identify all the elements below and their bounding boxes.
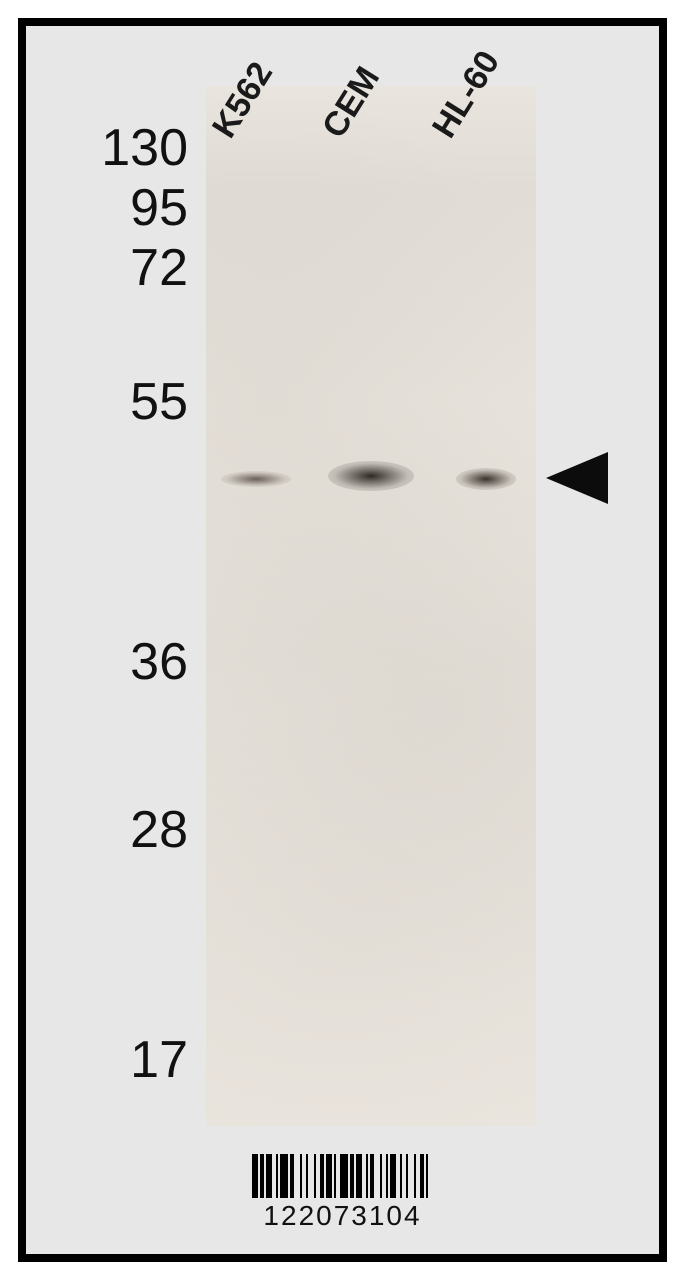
barcode-block: 122073104	[252, 1154, 434, 1232]
membrane-texture	[206, 86, 536, 1126]
band-2	[456, 468, 516, 490]
mw-label-3: 55	[48, 372, 188, 432]
barcode-bar	[280, 1154, 288, 1198]
mw-label-2: 72	[48, 238, 188, 298]
band-arrow-icon	[546, 452, 608, 504]
figure-inner: K562 CEM HL-60 130 95 72 55 36 28 17 122…	[26, 26, 659, 1254]
barcode-number: 122073104	[252, 1200, 434, 1232]
figure-frame: K562 CEM HL-60 130 95 72 55 36 28 17 122…	[18, 18, 667, 1262]
blot-membrane	[206, 86, 536, 1126]
band-0	[221, 471, 291, 487]
mw-label-0: 130	[48, 118, 188, 178]
band-1	[328, 461, 414, 491]
mw-label-4: 36	[48, 632, 188, 692]
barcode-gap	[428, 1154, 434, 1198]
mw-label-5: 28	[48, 800, 188, 860]
barcode-icon	[252, 1154, 434, 1198]
barcode-bar	[340, 1154, 348, 1198]
mw-label-6: 17	[48, 1030, 188, 1090]
mw-label-1: 95	[48, 178, 188, 238]
